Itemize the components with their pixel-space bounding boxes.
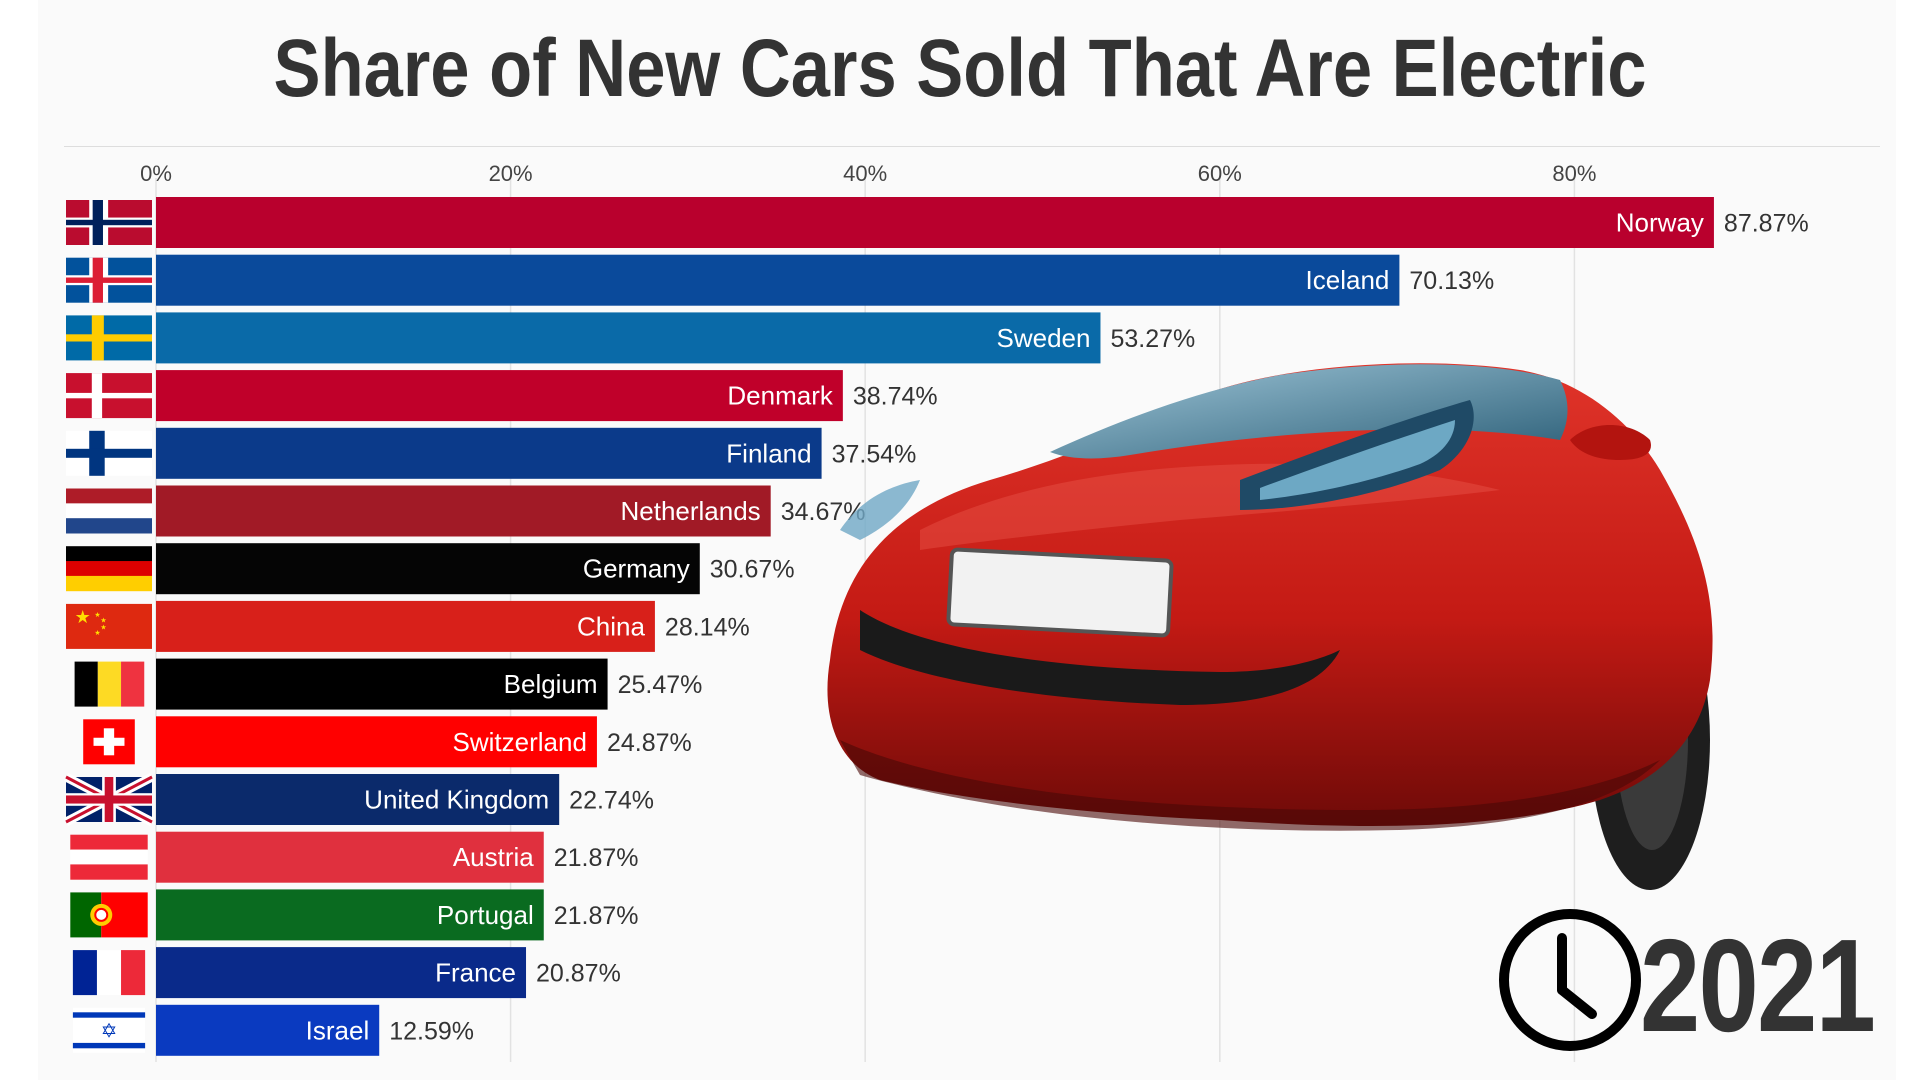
bar-category-label: Finland <box>726 438 811 468</box>
finland-flag-icon <box>66 430 152 476</box>
norway-flag-icon <box>66 200 152 245</box>
bar-value-label: 53.27% <box>1110 325 1195 353</box>
bar <box>156 831 544 883</box>
bar-value-label: 38.74% <box>853 383 938 411</box>
year-label: 2021 <box>1640 912 1876 1059</box>
bar-value-label: 20.87% <box>536 960 621 988</box>
bar-value-label: 87.87% <box>1724 210 1809 238</box>
bar-value-label: 28.14% <box>665 613 750 641</box>
bar-category-label: Switzerland <box>453 727 587 757</box>
france-flag-icon <box>72 950 146 996</box>
bar-category-label: Denmark <box>727 381 833 411</box>
svg-text:★: ★ <box>75 607 91 628</box>
bar <box>156 947 527 999</box>
title-divider <box>64 146 1880 147</box>
israel-flag-icon: ✡ <box>72 1007 146 1053</box>
bar-category-label: Austria <box>453 842 534 872</box>
bar <box>156 889 544 941</box>
bar-value-label: 30.67% <box>710 556 795 584</box>
bar-category-label: United Kingdom <box>364 785 549 815</box>
bar <box>156 600 655 652</box>
x-tick-label: 0% <box>140 161 172 186</box>
netherlands-flag-icon <box>66 488 152 534</box>
bar-value-label: 37.54% <box>832 440 917 468</box>
svg-text:★: ★ <box>94 611 100 619</box>
bar-category-label: Portugal <box>437 900 534 930</box>
bar-category-label: France <box>435 958 516 988</box>
bar <box>156 658 608 710</box>
bar <box>156 485 771 537</box>
x-tick-label: 80% <box>1552 161 1596 186</box>
svg-text:★: ★ <box>100 616 106 624</box>
bar-category-label: Belgium <box>504 669 598 699</box>
bar <box>156 370 843 422</box>
switzerland-flag-icon <box>83 719 135 765</box>
svg-text:✡: ✡ <box>101 1019 118 1043</box>
bar-category-label: Norway <box>1616 208 1704 238</box>
bar <box>156 197 1714 248</box>
belgium-flag-icon <box>74 661 145 707</box>
bar-category-label: Germany <box>583 554 690 584</box>
bar <box>156 312 1101 364</box>
bar-category-label: Netherlands <box>620 496 760 526</box>
bar-category-label: Iceland <box>1306 265 1390 295</box>
germany-flag-icon <box>66 546 152 592</box>
bar-value-label: 25.47% <box>618 671 703 699</box>
svg-text:★: ★ <box>94 629 100 637</box>
x-tick-label: 40% <box>843 161 887 186</box>
bar-category-label: Israel <box>306 1015 370 1045</box>
china-flag-icon: ★ ★★★★ <box>66 603 152 649</box>
x-tick-label: 60% <box>1198 161 1242 186</box>
bar-value-label: 22.74% <box>569 787 654 815</box>
x-tick-label: 20% <box>489 161 533 186</box>
bar-value-label: 70.13% <box>1409 267 1494 295</box>
austria-flag-icon <box>70 834 148 880</box>
bar-value-label: 12.59% <box>389 1017 474 1045</box>
bar-value-label: 21.87% <box>554 902 639 930</box>
bar-value-label: 21.87% <box>554 844 639 872</box>
bar-value-label: 24.87% <box>607 729 692 757</box>
bar <box>156 427 822 479</box>
svg-text:★: ★ <box>100 624 106 632</box>
bar-category-label: China <box>577 611 645 641</box>
denmark-flag-icon <box>66 373 152 419</box>
clock-icon <box>1496 906 1644 1054</box>
iceland-flag-icon <box>66 257 152 303</box>
bar-category-label: Sweden <box>997 323 1091 353</box>
chart-title: Share of New Cars Sold That Are Electric <box>273 23 1647 114</box>
portugal-flag-icon <box>70 892 148 938</box>
sweden-flag-icon <box>66 315 152 361</box>
bar <box>156 774 560 825</box>
bar <box>156 1004 380 1056</box>
electric-car-image <box>800 360 1800 920</box>
bar <box>156 543 700 595</box>
bar <box>156 716 597 768</box>
bar <box>156 254 1400 306</box>
united-kingdom-flag-icon <box>63 773 155 826</box>
